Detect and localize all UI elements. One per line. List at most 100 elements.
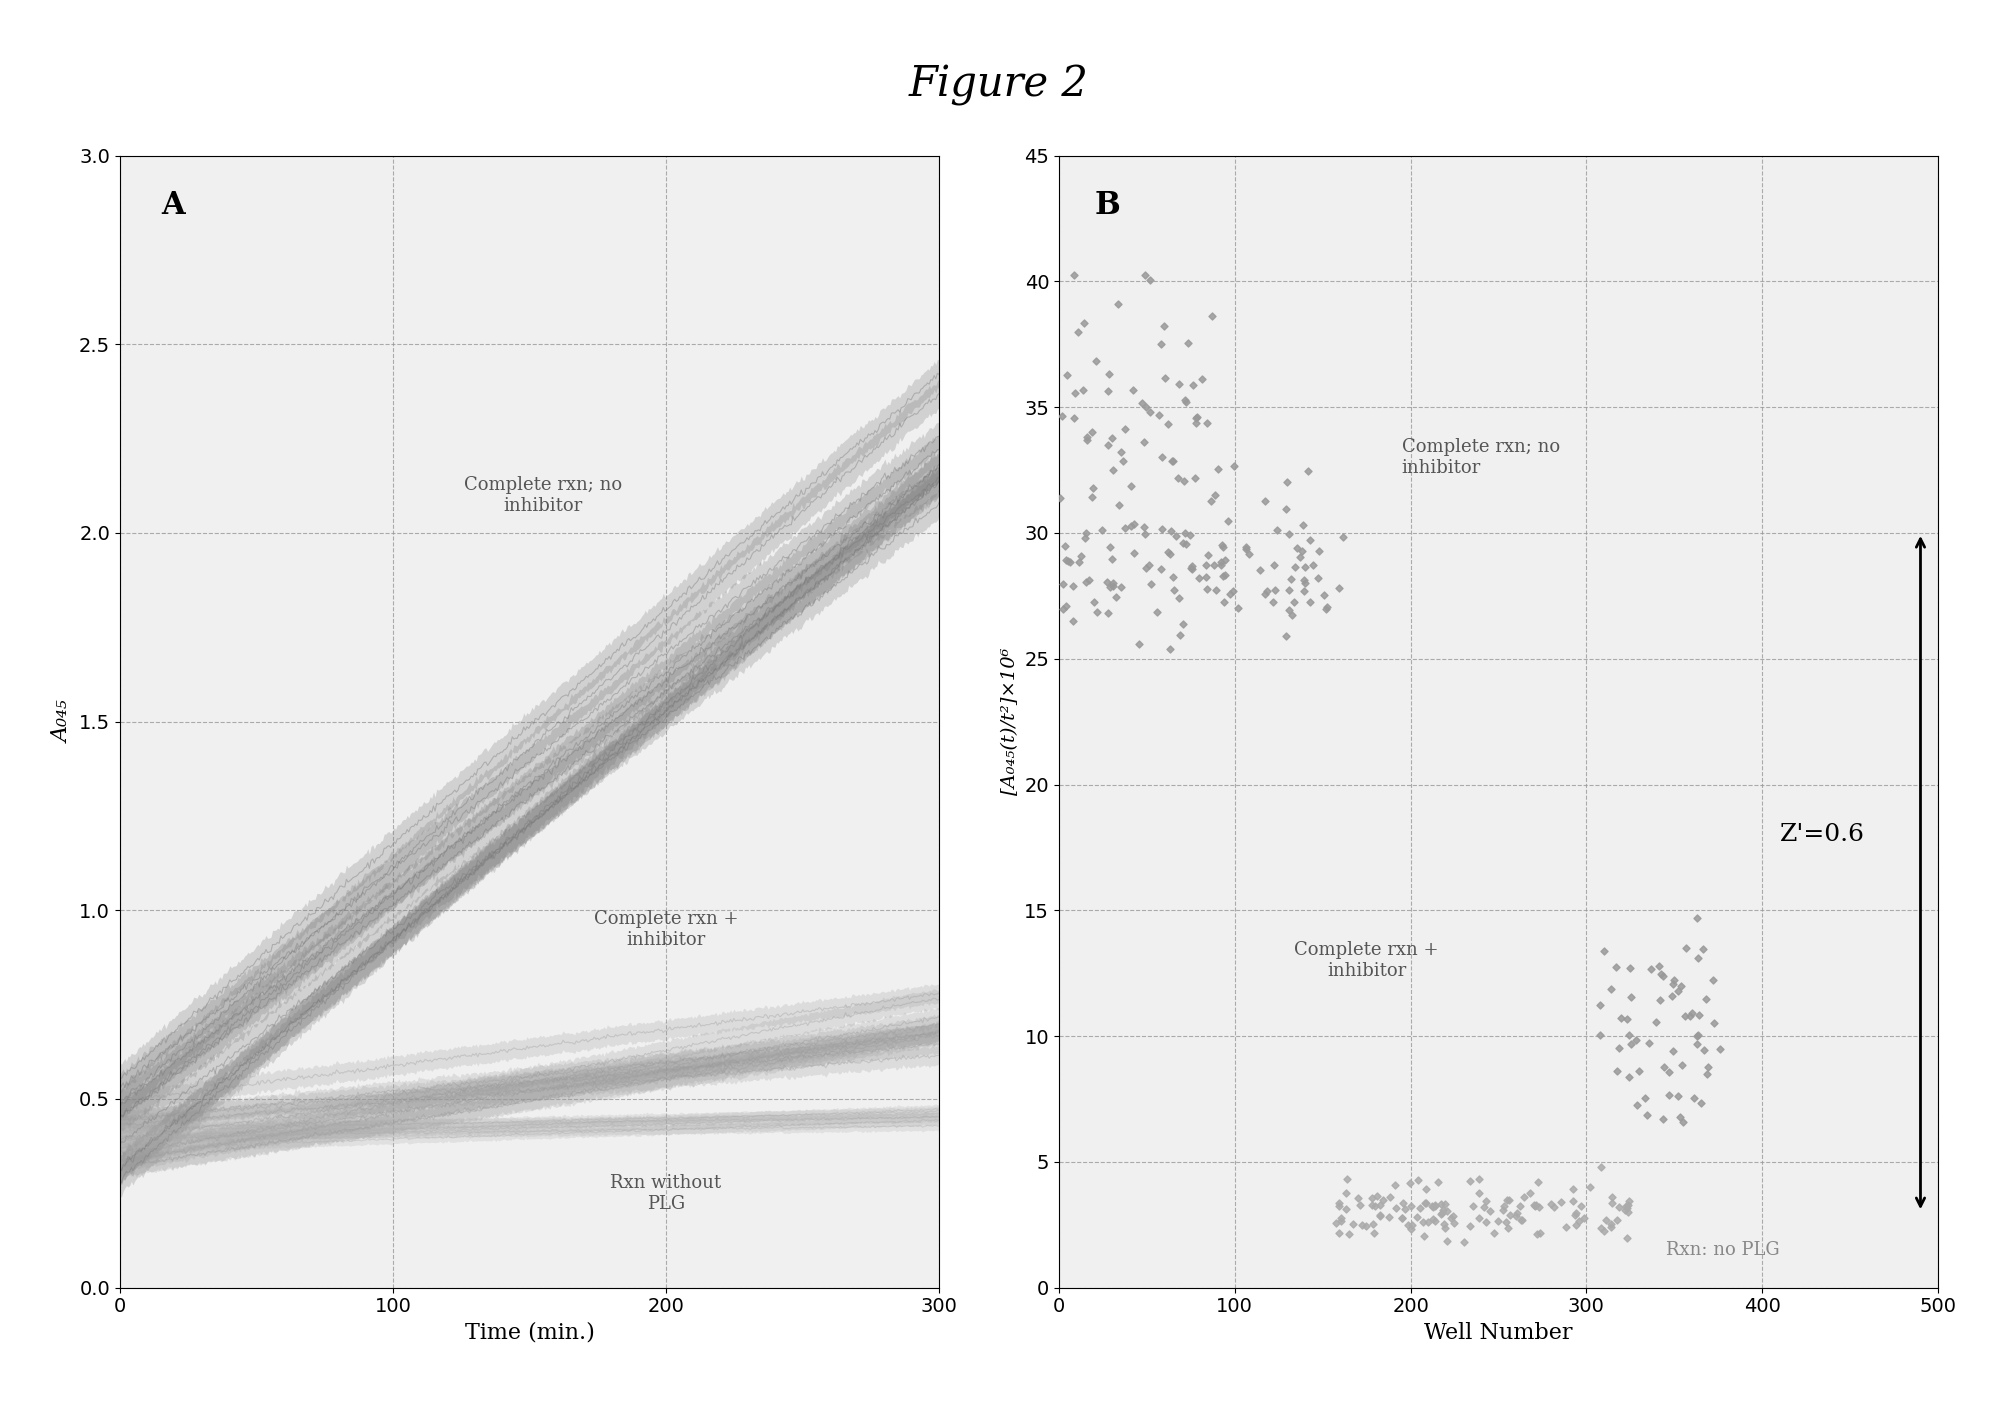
Point: [1071, 521, 1103, 543]
Point: [1387, 1193, 1419, 1215]
Text: B: B: [1095, 190, 1119, 221]
Point: [1219, 454, 1251, 477]
Point: [1522, 1196, 1554, 1218]
Point: [1131, 396, 1163, 419]
Point: [1652, 1061, 1684, 1084]
Point: [1283, 545, 1315, 567]
Point: [1357, 1187, 1389, 1210]
Point: [1664, 1105, 1696, 1128]
Point: [1417, 1196, 1449, 1218]
Text: Complete rxn +
inhibitor: Complete rxn + inhibitor: [593, 910, 737, 948]
Point: [1105, 440, 1137, 463]
Point: [1449, 1231, 1481, 1254]
Point: [1612, 1194, 1644, 1217]
Point: [1287, 539, 1319, 562]
Point: [1359, 1223, 1391, 1245]
Point: [1407, 1210, 1439, 1232]
Point: [1167, 613, 1199, 635]
Point: [1686, 938, 1718, 961]
Point: [1479, 1223, 1510, 1245]
Point: [1323, 1191, 1355, 1214]
Point: [1413, 1210, 1445, 1232]
Point: [1429, 1193, 1461, 1215]
Point: [1489, 1194, 1520, 1217]
Point: [1295, 528, 1327, 550]
Point: [1289, 572, 1321, 594]
Point: [1249, 490, 1281, 512]
Point: [1145, 333, 1177, 355]
Point: [1634, 958, 1666, 981]
Point: [1628, 1087, 1660, 1109]
Point: [1057, 610, 1089, 633]
Point: [1047, 599, 1079, 621]
Point: [1534, 1193, 1566, 1215]
Point: [1411, 1179, 1443, 1201]
Point: [1692, 1063, 1724, 1085]
Point: [1087, 518, 1119, 541]
Point: [1149, 366, 1181, 389]
Point: [1662, 1085, 1694, 1108]
Point: [1273, 522, 1305, 545]
Point: [1165, 624, 1197, 647]
Point: [1259, 555, 1291, 577]
Point: [1209, 549, 1241, 572]
Point: [1463, 1207, 1495, 1230]
Point: [1135, 573, 1167, 596]
Point: [1351, 1214, 1383, 1237]
Point: [1640, 1010, 1672, 1033]
Point: [1435, 1207, 1467, 1230]
Point: [1275, 567, 1307, 590]
Point: [1610, 1007, 1642, 1030]
Point: [1395, 1194, 1427, 1217]
Point: [1169, 470, 1201, 492]
Point: [1181, 406, 1213, 429]
Point: [1475, 1200, 1506, 1223]
Point: [1191, 577, 1223, 600]
Point: [1612, 1023, 1644, 1046]
Point: [1271, 498, 1303, 521]
Point: [1115, 515, 1147, 538]
Point: [1588, 940, 1620, 962]
Point: [1059, 265, 1091, 287]
Point: [1439, 1211, 1471, 1234]
Point: [1409, 1225, 1441, 1248]
Point: [1157, 450, 1189, 473]
Point: [1323, 577, 1355, 600]
Point: [1524, 1221, 1556, 1244]
Point: [1251, 580, 1283, 603]
Point: [1191, 412, 1223, 434]
Point: [1147, 446, 1179, 468]
Point: [1071, 429, 1103, 451]
Point: [1365, 1204, 1397, 1227]
Point: [1195, 490, 1227, 512]
Point: [1291, 460, 1323, 483]
Point: [1518, 1194, 1550, 1217]
Point: [1171, 331, 1203, 354]
Text: Rxn without
PLG: Rxn without PLG: [611, 1174, 721, 1213]
Point: [1163, 372, 1195, 395]
Point: [1177, 558, 1209, 580]
Point: [1556, 1177, 1588, 1200]
Point: [1425, 1193, 1457, 1215]
Point: [1620, 1029, 1652, 1051]
Point: [1574, 1176, 1606, 1199]
Point: [1105, 576, 1137, 599]
Point: [1538, 1196, 1570, 1218]
Point: [1093, 576, 1125, 599]
Point: [1097, 458, 1129, 481]
Point: [1427, 1201, 1459, 1224]
Point: [1169, 389, 1201, 412]
Point: [1604, 1006, 1636, 1029]
Point: [1153, 541, 1185, 563]
Point: [1463, 1182, 1495, 1204]
Point: [1097, 574, 1129, 597]
Point: [1684, 1091, 1716, 1114]
Point: [1311, 596, 1343, 618]
Point: [1518, 1194, 1550, 1217]
Point: [1077, 485, 1109, 508]
Point: [1594, 978, 1626, 1000]
Point: [1429, 1213, 1461, 1235]
Point: [1333, 1223, 1365, 1245]
Point: [1057, 408, 1089, 430]
Point: [1047, 573, 1079, 596]
